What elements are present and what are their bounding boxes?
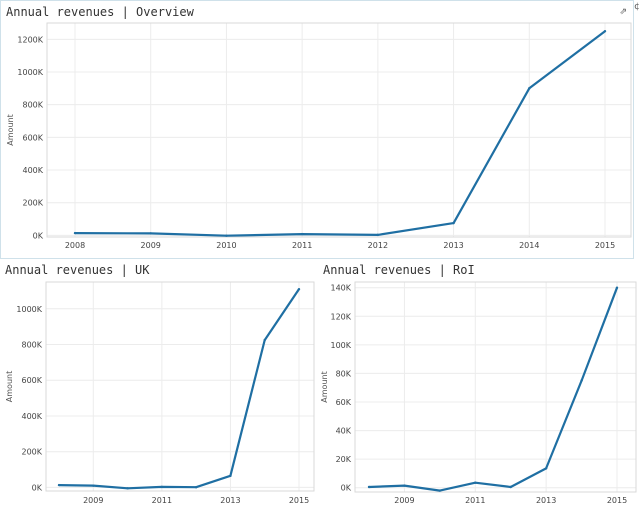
- y-tick-label: 1000K: [16, 305, 42, 314]
- data-point: [300, 232, 304, 236]
- x-tick-label: 2013: [220, 496, 240, 505]
- uk-title: Annual revenues | UK: [5, 263, 150, 277]
- series-line: [368, 287, 619, 492]
- y-tick-label: 40K: [336, 427, 352, 436]
- y-tick-label: 0K: [33, 231, 44, 240]
- y-tick-label: 80K: [336, 369, 352, 378]
- overview-panel: Annual revenues | Overview ⇗ 0K 200K 400K 6…: [0, 0, 634, 259]
- data-point: [57, 483, 61, 487]
- data-point: [194, 486, 198, 489]
- plot-frame: [46, 22, 632, 238]
- y-tick-label: 60K: [336, 398, 352, 407]
- y-tick-label: 100K: [330, 341, 351, 350]
- y-axis-label: Amount: [6, 114, 15, 145]
- x-tick-label: 2009: [141, 241, 161, 250]
- y-tick-label: 600K: [21, 376, 42, 385]
- uk-panel: Annual revenues | UK 0K 200K 400K 600K 800K 1…: [0, 260, 318, 514]
- overview-title: Annual revenues | Overview: [6, 5, 194, 19]
- data-point: [403, 484, 406, 487]
- y-tick-label: 0K: [32, 483, 43, 492]
- data-point: [126, 487, 129, 490]
- data-point: [225, 234, 228, 237]
- data-point: [509, 485, 512, 489]
- x-tick-label: 2009: [83, 496, 103, 505]
- x-tick-label: 2009: [394, 496, 414, 505]
- overview-chart: 0K 200K 400K 600K 800K 1000K 1200K 2008 2009 2010…: [6, 22, 632, 250]
- y-tick-label: 800K: [22, 101, 43, 110]
- edge-glyph: ¢: [634, 2, 640, 12]
- series-line: [58, 288, 300, 490]
- y-tick-label: 400K: [22, 166, 43, 175]
- y-tick-label: 200K: [21, 448, 42, 457]
- x-tick-label: 2015: [607, 496, 627, 505]
- y-tick-label: 1200K: [17, 35, 43, 44]
- x-tick-label: 2011: [152, 496, 172, 505]
- y-tick-label: 1000K: [17, 68, 43, 77]
- plot-frame: [45, 281, 315, 492]
- data-point: [544, 467, 548, 470]
- data-point: [297, 287, 301, 291]
- data-point: [615, 286, 619, 289]
- x-tick-label: 2011: [465, 496, 485, 505]
- x-tick-label: 2011: [292, 241, 312, 250]
- y-tick-label: 0K: [341, 484, 352, 493]
- roi-chart: 0K 20K 40K 60K 80K 100K 120K 140K 2009 2011 2013 20…: [320, 281, 637, 505]
- data-point: [603, 29, 607, 33]
- data-point: [474, 481, 477, 484]
- uk-chart: 0K 200K 400K 600K 800K 1000K 2009 2011 2013 2015 A…: [5, 281, 315, 505]
- series-line: [74, 30, 606, 237]
- y-tick-label: 20K: [336, 455, 352, 464]
- x-tick-label: 2013: [536, 496, 556, 505]
- y-tick-label: 600K: [22, 133, 43, 142]
- data-point: [149, 232, 152, 235]
- y-tick-label: 120K: [330, 312, 351, 321]
- external-link-icon[interactable]: ⇗: [619, 7, 627, 17]
- data-point: [263, 338, 266, 342]
- data-point: [92, 484, 95, 487]
- x-tick-label: 2012: [368, 241, 388, 250]
- data-point: [367, 485, 371, 489]
- y-tick-label: 140K: [330, 284, 351, 293]
- roi-title: Annual revenues | RoI: [323, 263, 475, 277]
- data-point: [580, 379, 583, 382]
- x-tick-label: 2013: [443, 241, 463, 250]
- data-point: [73, 231, 77, 235]
- data-point: [528, 87, 531, 90]
- data-point: [160, 485, 164, 489]
- data-point: [452, 221, 455, 225]
- y-tick-label: 800K: [21, 341, 42, 350]
- x-tick-label: 2010: [216, 241, 236, 250]
- y-axis-label: Amount: [320, 371, 329, 402]
- x-tick-label: 2015: [289, 496, 309, 505]
- x-tick-label: 2008: [65, 241, 85, 250]
- plot-frame: [354, 281, 637, 493]
- y-tick-label: 200K: [22, 199, 43, 208]
- data-point: [438, 489, 442, 492]
- roi-panel: Annual revenues | RoI 0K 20K 40K 60K 80K 100K…: [318, 260, 640, 514]
- y-axis-label: Amount: [5, 371, 14, 402]
- data-point: [376, 233, 380, 237]
- x-tick-label: 2014: [519, 241, 539, 250]
- y-tick-label: 400K: [21, 412, 42, 421]
- x-tick-label: 2015: [595, 241, 615, 250]
- data-point: [229, 474, 232, 478]
